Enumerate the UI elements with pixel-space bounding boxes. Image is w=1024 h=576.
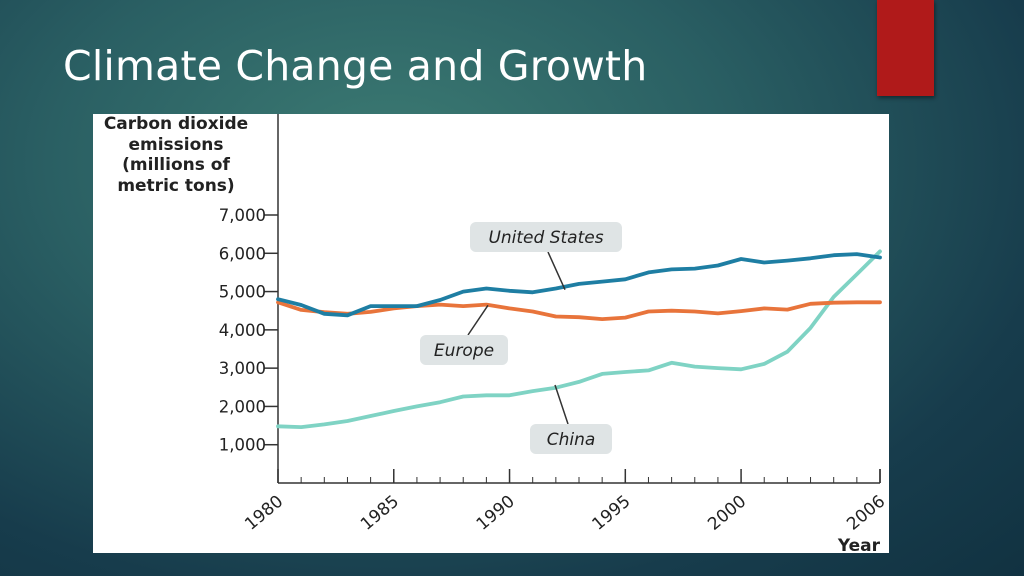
- accent-bar: [877, 0, 934, 96]
- label-china-text: China: [547, 430, 596, 450]
- y-tick-label: 2,000: [219, 397, 266, 416]
- label-united-states-leader: [547, 251, 566, 290]
- line-united-states: [276, 252, 882, 318]
- y-tick-label: 7,000: [219, 206, 266, 225]
- label-united-states-text: United States: [488, 228, 603, 248]
- line-china: [276, 249, 882, 430]
- y-axis-label-line: metric tons): [117, 175, 235, 196]
- x-tick-label: 2000: [704, 492, 750, 535]
- label-china-leader: [554, 384, 569, 425]
- y-axis-label-line: emissions: [128, 134, 224, 155]
- label-united-states-box: [470, 222, 622, 252]
- line-chart: 1,000 2,000 3,000 4,000 5,000 6,000 7,000 1980 1…: [219, 114, 889, 553]
- y-tick-label: 3,000: [219, 359, 266, 378]
- label-europe-text: Europe: [434, 341, 494, 361]
- y-axis-label: Carbon dioxide emissions (millions of me…: [93, 114, 259, 196]
- x-tick-label: 2006: [843, 492, 889, 535]
- y-axis-label-line: (millions of: [122, 155, 230, 175]
- y-tick-label: 5,000: [219, 283, 266, 302]
- y-tick-label: 4,000: [219, 321, 266, 340]
- label-china-box: [530, 424, 612, 454]
- slide-title: Climate Change and Growth: [63, 42, 648, 90]
- x-tick-label: 1990: [473, 492, 519, 535]
- x-tick-label: 1980: [241, 492, 287, 535]
- x-tick-label: 1995: [589, 492, 635, 535]
- y-axis-label-line: Carbon dioxide: [103, 114, 249, 134]
- label-europe-leader: [467, 304, 489, 336]
- x-tick-label: 1985: [357, 492, 403, 535]
- x-axis-label: Year: [837, 536, 881, 553]
- chart-panel: Carbon dioxide emissions (millions of me…: [93, 114, 889, 553]
- y-tick-label: 1,000: [219, 436, 266, 455]
- line-europe: [276, 300, 882, 322]
- y-tick-label: 6,000: [219, 244, 266, 263]
- label-europe-box: [420, 335, 508, 365]
